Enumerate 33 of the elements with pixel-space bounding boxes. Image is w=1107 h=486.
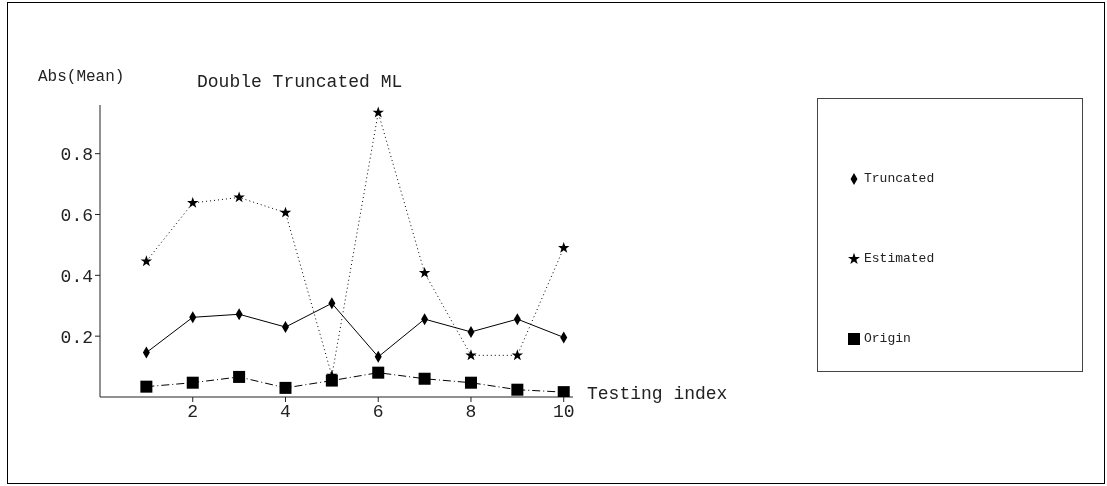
x-tick-label: 10 <box>552 401 575 422</box>
x-axis-title: Testing index <box>587 384 728 404</box>
point <box>464 376 477 389</box>
x-tick-label: 4 <box>280 401 291 422</box>
legend-label: Truncated <box>864 171 935 186</box>
point <box>558 241 570 253</box>
point <box>557 386 570 397</box>
point <box>140 255 153 267</box>
point <box>233 370 246 383</box>
y-axis-title: Abs(Mean) <box>38 68 125 86</box>
y-tick-label: 0.8 <box>60 145 93 166</box>
chart-title: Double Truncated ML <box>197 72 403 92</box>
point <box>418 266 431 278</box>
legend-label: Estimated <box>864 251 935 266</box>
x-tick-label: 6 <box>372 401 384 422</box>
x-tick-label: 2 <box>187 401 199 422</box>
point <box>372 106 384 118</box>
point <box>279 206 292 218</box>
point <box>140 380 153 393</box>
y-tick-label: 0.4 <box>60 266 93 287</box>
point <box>186 376 199 389</box>
point <box>233 191 245 203</box>
legend-label: Origin <box>864 331 911 346</box>
point <box>511 383 524 396</box>
point <box>279 381 292 394</box>
point <box>187 196 199 208</box>
y-tick-label: 0.6 <box>60 205 93 226</box>
point <box>418 372 431 385</box>
point <box>465 349 477 361</box>
point <box>511 349 524 361</box>
y-tick-label: 0.2 <box>60 327 93 348</box>
x-tick-label: 8 <box>465 401 477 422</box>
point <box>372 366 385 379</box>
